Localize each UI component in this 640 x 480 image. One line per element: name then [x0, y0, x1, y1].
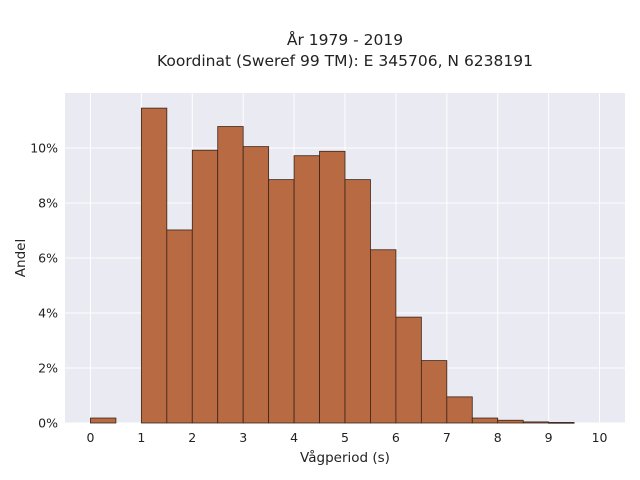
histogram-bar — [420, 360, 448, 424]
histogram-bar — [293, 155, 320, 424]
chart-title-line1: År 1979 - 2019 — [287, 30, 403, 49]
x-tick-label: 5 — [341, 430, 349, 445]
x-tick-label: 0 — [86, 430, 94, 445]
y-tick-label: 10% — [30, 141, 58, 156]
x-tick-label: 9 — [545, 430, 553, 445]
histogram-bar — [548, 422, 575, 424]
histogram-bar — [191, 149, 219, 424]
histogram-bar — [471, 417, 499, 424]
histogram-bar — [217, 126, 244, 424]
y-tick-label: 6% — [38, 251, 58, 266]
histogram-bar — [242, 146, 270, 424]
histogram-bar — [268, 179, 295, 424]
y-axis-label: Andel — [13, 239, 29, 277]
histogram-bar — [522, 421, 550, 424]
x-tick-label: 10 — [592, 430, 608, 445]
x-tick-labels: 0 1 2 3 4 5 6 7 8 9 10 — [86, 430, 607, 445]
histogram-bar — [319, 150, 346, 424]
histogram-bar — [395, 316, 422, 424]
x-tick-label: 1 — [137, 430, 145, 445]
bars-group — [90, 107, 575, 424]
y-tick-label: 2% — [38, 361, 58, 376]
histogram-bar — [166, 229, 193, 424]
x-tick-label: 4 — [290, 430, 298, 445]
x-tick-label: 8 — [494, 430, 502, 445]
x-tick-label: 3 — [239, 430, 247, 445]
y-tick-label: 0% — [38, 416, 58, 431]
x-tick-label: 7 — [443, 430, 451, 445]
histogram-bar — [344, 179, 371, 424]
histogram-bar — [497, 419, 524, 424]
histogram-bar — [446, 396, 473, 424]
histogram-bar — [370, 249, 397, 424]
x-tick-label: 6 — [392, 430, 400, 445]
histogram-bar — [140, 107, 168, 424]
y-tick-label: 8% — [38, 196, 58, 211]
chart-title-line2: Koordinat (Sweref 99 TM): E 345706, N 62… — [157, 52, 533, 70]
histogram-bar — [90, 417, 117, 424]
x-tick-label: 2 — [188, 430, 196, 445]
x-axis-label: Vågperiod (s) — [300, 449, 390, 466]
y-tick-labels: 0% 2% 4% 6% 8% 10% — [30, 141, 58, 431]
y-tick-label: 4% — [38, 306, 58, 321]
